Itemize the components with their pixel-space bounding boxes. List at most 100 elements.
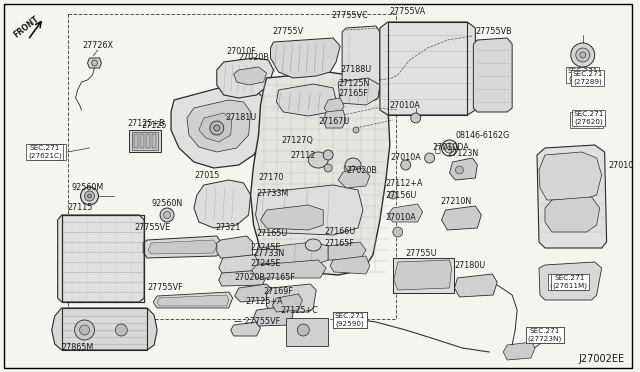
Text: 27755U: 27755U xyxy=(406,249,437,258)
Circle shape xyxy=(456,166,463,174)
Circle shape xyxy=(445,143,454,153)
Text: 27210N: 27210N xyxy=(440,197,472,206)
Circle shape xyxy=(401,160,411,170)
Text: 27245E: 27245E xyxy=(251,259,281,268)
Polygon shape xyxy=(342,26,380,100)
Polygon shape xyxy=(545,197,600,232)
Text: SEC.271
(27723N): SEC.271 (27723N) xyxy=(528,328,562,342)
Text: 27167U: 27167U xyxy=(319,117,350,126)
Text: 27170: 27170 xyxy=(259,173,284,182)
Polygon shape xyxy=(143,236,221,258)
Circle shape xyxy=(81,187,99,205)
Circle shape xyxy=(353,127,359,133)
Circle shape xyxy=(411,113,420,123)
Circle shape xyxy=(115,324,127,336)
Text: 27865M: 27865M xyxy=(61,343,94,352)
Text: 27015: 27015 xyxy=(194,171,220,180)
Text: 27010F: 27010F xyxy=(227,47,257,56)
Circle shape xyxy=(393,227,403,237)
Text: SEC.271
(27620): SEC.271 (27620) xyxy=(573,111,604,125)
Polygon shape xyxy=(324,98,344,114)
Circle shape xyxy=(580,52,586,58)
Text: 27755VC: 27755VC xyxy=(331,11,368,20)
Polygon shape xyxy=(271,38,340,78)
Text: 27112: 27112 xyxy=(291,151,316,160)
Polygon shape xyxy=(276,84,336,116)
Circle shape xyxy=(84,191,95,201)
Text: 27010: 27010 xyxy=(609,160,634,170)
Circle shape xyxy=(447,146,451,150)
Polygon shape xyxy=(148,240,217,254)
Polygon shape xyxy=(474,38,512,112)
Bar xyxy=(146,134,150,148)
Text: 92560M: 92560M xyxy=(72,183,104,192)
Text: FRONT: FRONT xyxy=(12,15,41,40)
Text: 27020B: 27020B xyxy=(235,273,266,282)
Ellipse shape xyxy=(305,239,321,251)
Circle shape xyxy=(160,208,174,222)
Polygon shape xyxy=(58,215,144,302)
Text: — 27755VF: — 27755VF xyxy=(234,317,280,327)
Circle shape xyxy=(210,121,224,135)
Bar xyxy=(152,134,156,148)
Text: 27010A: 27010A xyxy=(390,101,420,110)
Circle shape xyxy=(349,166,357,174)
Text: 27125+C: 27125+C xyxy=(280,306,318,315)
Polygon shape xyxy=(330,256,370,274)
Text: SEC.271
(27611M): SEC.271 (27611M) xyxy=(552,275,588,289)
Text: 27180U: 27180U xyxy=(454,261,486,270)
Text: 27156U: 27156U xyxy=(386,191,417,200)
Text: 27188U: 27188U xyxy=(340,65,371,74)
Text: SEC.271
(27289): SEC.271 (27289) xyxy=(573,71,603,85)
Text: 27166U: 27166U xyxy=(324,227,355,236)
Text: 27755VA: 27755VA xyxy=(390,7,426,16)
Text: 27755VF: 27755VF xyxy=(147,283,183,292)
Polygon shape xyxy=(454,274,497,297)
Text: 27165F: 27165F xyxy=(338,89,368,98)
Circle shape xyxy=(298,324,309,336)
Text: 27112+A: 27112+A xyxy=(386,179,423,188)
Text: 27115: 27115 xyxy=(68,203,93,212)
Circle shape xyxy=(75,320,95,340)
Circle shape xyxy=(389,191,397,199)
Text: 27125: 27125 xyxy=(141,121,167,129)
Circle shape xyxy=(88,194,92,198)
Text: SEC.271
(27621C): SEC.271 (27621C) xyxy=(28,145,61,159)
Circle shape xyxy=(424,153,435,163)
Polygon shape xyxy=(235,284,273,302)
Text: SEC.271
(27611M): SEC.271 (27611M) xyxy=(549,275,584,289)
Bar xyxy=(140,134,144,148)
Text: 08146-6162G: 08146-6162G xyxy=(456,131,509,140)
Text: 27010DA: 27010DA xyxy=(433,143,469,152)
Text: 27169F: 27169F xyxy=(264,287,293,296)
Polygon shape xyxy=(323,110,346,128)
Bar xyxy=(393,258,454,293)
Polygon shape xyxy=(338,168,370,188)
Polygon shape xyxy=(255,185,363,235)
Text: 27125+A: 27125+A xyxy=(246,297,284,306)
Circle shape xyxy=(344,164,352,172)
Circle shape xyxy=(571,43,595,67)
Text: 27165F: 27165F xyxy=(324,239,354,248)
Text: 27010A: 27010A xyxy=(391,153,422,162)
Bar xyxy=(61,215,144,302)
Polygon shape xyxy=(449,158,477,180)
Polygon shape xyxy=(255,242,328,265)
Text: Ⓡ: Ⓡ xyxy=(435,143,440,153)
Polygon shape xyxy=(539,262,602,300)
Text: 27755VE: 27755VE xyxy=(134,223,170,232)
Text: 27165U: 27165U xyxy=(257,229,288,238)
Polygon shape xyxy=(252,260,326,278)
Bar xyxy=(129,130,161,152)
Polygon shape xyxy=(219,270,266,286)
Polygon shape xyxy=(153,292,233,308)
Polygon shape xyxy=(537,145,607,248)
Text: 27125N: 27125N xyxy=(338,79,369,88)
Text: 27755V: 27755V xyxy=(273,27,303,36)
Text: 92560N: 92560N xyxy=(151,199,182,208)
Polygon shape xyxy=(253,306,293,326)
Bar xyxy=(134,134,138,148)
Polygon shape xyxy=(194,180,251,228)
Circle shape xyxy=(79,325,90,335)
Text: J27002EE: J27002EE xyxy=(579,354,625,364)
